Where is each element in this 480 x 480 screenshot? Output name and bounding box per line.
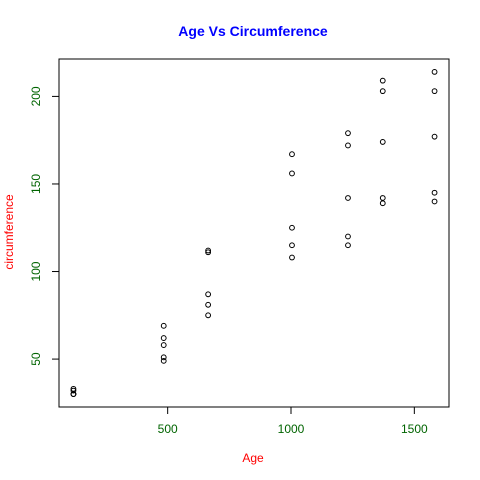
chart-title: Age Vs Circumference bbox=[178, 23, 328, 39]
x-tick-label: 500 bbox=[158, 422, 178, 436]
data-point bbox=[205, 312, 212, 319]
data-points bbox=[70, 68, 438, 398]
data-point bbox=[345, 142, 351, 149]
data-point bbox=[379, 195, 386, 201]
x-tick-label: 1500 bbox=[401, 422, 428, 436]
y-tick-label: 150 bbox=[29, 174, 43, 194]
data-point bbox=[205, 291, 212, 298]
data-point bbox=[431, 88, 438, 95]
data-point bbox=[345, 242, 351, 249]
data-point bbox=[379, 77, 386, 84]
data-point bbox=[70, 391, 77, 398]
data-point bbox=[289, 254, 295, 261]
data-point bbox=[160, 335, 167, 341]
data-point bbox=[205, 247, 212, 254]
data-point bbox=[289, 242, 295, 249]
x-axis: 500 1000 1500 bbox=[158, 406, 428, 436]
data-point bbox=[379, 200, 386, 207]
data-point bbox=[345, 130, 351, 137]
data-point bbox=[160, 342, 167, 348]
data-point bbox=[289, 224, 295, 231]
x-tick-label: 1000 bbox=[278, 422, 305, 436]
data-point bbox=[70, 387, 77, 394]
y-axis-label: circumference bbox=[2, 194, 16, 270]
data-point bbox=[431, 198, 438, 205]
x-axis-label: Age bbox=[242, 451, 264, 465]
data-point bbox=[345, 233, 351, 240]
data-point bbox=[379, 139, 386, 145]
plot-area-border bbox=[58, 58, 450, 408]
data-point bbox=[289, 170, 295, 177]
data-point bbox=[345, 195, 351, 201]
data-point bbox=[160, 354, 167, 361]
data-point bbox=[379, 88, 386, 95]
y-tick-label: 100 bbox=[29, 261, 43, 281]
y-tick-label: 200 bbox=[29, 86, 43, 106]
data-point bbox=[160, 357, 167, 364]
data-point bbox=[289, 151, 295, 158]
data-point bbox=[205, 301, 212, 308]
data-point bbox=[205, 249, 212, 256]
y-tick-label: 50 bbox=[29, 352, 43, 366]
data-point bbox=[431, 133, 438, 140]
data-point bbox=[431, 189, 438, 196]
data-point bbox=[160, 322, 167, 329]
y-axis: 50 100 150 200 bbox=[29, 86, 60, 366]
data-point bbox=[431, 68, 438, 75]
